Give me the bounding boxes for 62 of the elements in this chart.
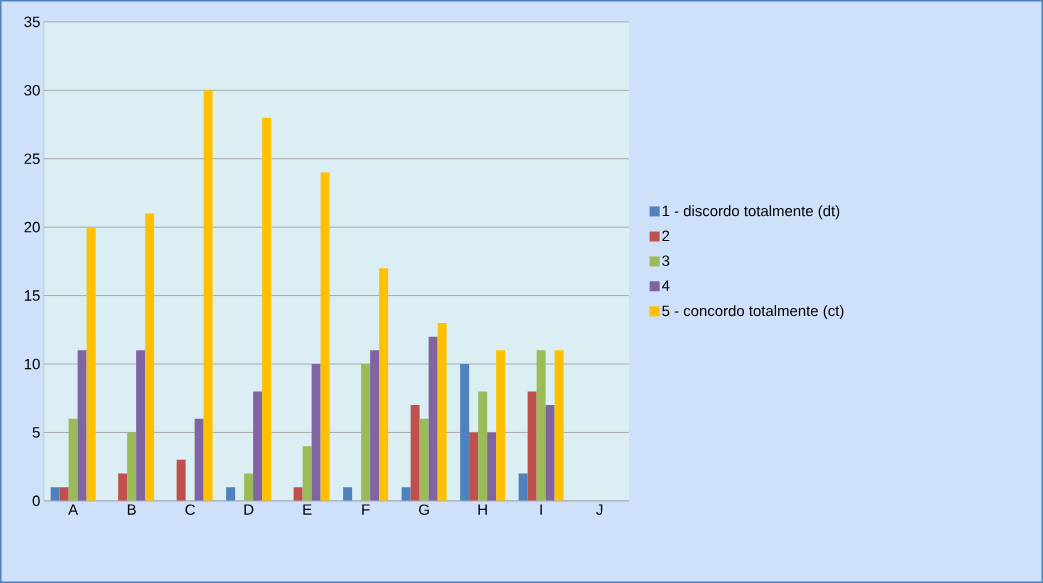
bar bbox=[536, 350, 546, 501]
legend-label: 2 bbox=[662, 230, 670, 241]
bar bbox=[379, 268, 389, 501]
bar bbox=[527, 391, 537, 501]
bar bbox=[370, 350, 380, 501]
bar bbox=[77, 350, 87, 501]
bar bbox=[311, 364, 321, 501]
x-tick-label: C bbox=[185, 504, 195, 515]
x-tick-label: F bbox=[362, 504, 370, 515]
bar bbox=[496, 350, 506, 501]
y-tick-label: 0 bbox=[32, 495, 40, 507]
x-tick-label: D bbox=[244, 504, 254, 515]
bar bbox=[545, 405, 555, 501]
y-tick-label: 15 bbox=[24, 290, 40, 301]
x-tick-label: B bbox=[127, 504, 136, 515]
x-tick-label: I bbox=[540, 504, 542, 515]
y-tick-label: 25 bbox=[24, 153, 40, 165]
x-tick-label: H bbox=[478, 504, 487, 515]
bar bbox=[59, 487, 69, 501]
y-tick-label: 5 bbox=[32, 427, 40, 438]
bar bbox=[554, 350, 564, 501]
bar bbox=[428, 336, 438, 501]
legend-label: 1 - discordo totalmente (dt) bbox=[662, 205, 840, 220]
bar bbox=[118, 473, 128, 501]
bar bbox=[293, 487, 303, 501]
bar bbox=[194, 418, 204, 501]
bar bbox=[302, 446, 312, 501]
x-tick-label: E bbox=[303, 504, 312, 515]
bar bbox=[437, 322, 447, 501]
bar bbox=[226, 487, 236, 501]
x-tick-label: A bbox=[68, 504, 79, 515]
bar bbox=[145, 213, 155, 501]
bar bbox=[460, 364, 470, 501]
bar bbox=[127, 432, 137, 501]
y-tick-label: 10 bbox=[24, 358, 40, 370]
legend-label: 3 bbox=[662, 255, 670, 267]
x-tick-label: G bbox=[419, 504, 429, 515]
bar bbox=[253, 391, 263, 501]
bar bbox=[343, 487, 353, 501]
bar bbox=[419, 418, 429, 501]
x-tick-label: J bbox=[596, 504, 603, 515]
bar bbox=[469, 432, 479, 501]
bar bbox=[136, 350, 146, 501]
bar bbox=[68, 418, 78, 501]
bar bbox=[244, 473, 254, 501]
y-tick-label: 30 bbox=[24, 85, 40, 96]
bar bbox=[50, 487, 60, 501]
legend-label: 5 - concordo totalmente (ct) bbox=[662, 305, 844, 320]
bar bbox=[262, 117, 272, 501]
bar bbox=[410, 405, 420, 501]
bar bbox=[518, 473, 528, 501]
bar bbox=[86, 227, 96, 501]
bar bbox=[478, 391, 488, 501]
y-tick-label: 35 bbox=[24, 16, 40, 28]
bar bbox=[401, 487, 411, 501]
bar bbox=[176, 459, 186, 501]
legend-label: 4 bbox=[661, 280, 670, 291]
bar bbox=[203, 90, 213, 501]
y-tick-label: 20 bbox=[24, 221, 40, 233]
bar bbox=[361, 364, 371, 501]
bar bbox=[320, 172, 330, 501]
bar bbox=[487, 432, 497, 501]
